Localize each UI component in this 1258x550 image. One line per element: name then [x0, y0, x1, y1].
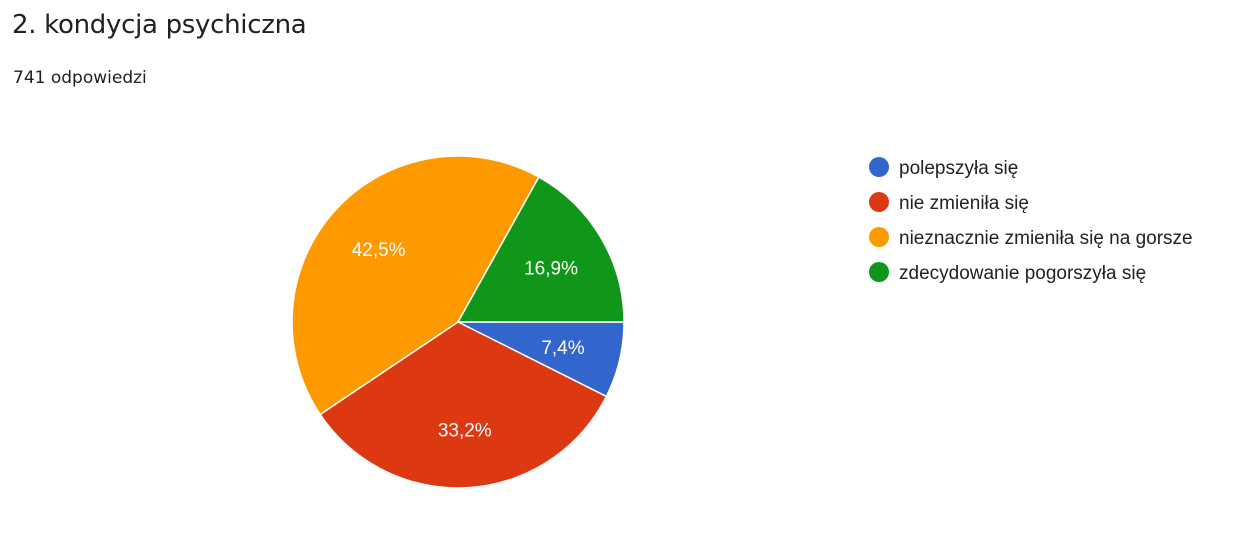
pie-slice[interactable] [319, 321, 608, 489]
legend-marker [869, 157, 889, 177]
slice-label: 7,4% [541, 338, 584, 359]
legend-item[interactable]: polepszyła się [899, 158, 1018, 179]
chart-title: 2. kondycja psychiczna [12, 10, 307, 40]
legend-marker [869, 262, 889, 282]
pie-slice[interactable] [456, 176, 625, 323]
legend-item[interactable]: nieznacznie zmieniła się na gorsze [899, 228, 1193, 249]
slice-label: 33,2% [438, 421, 492, 442]
pie-slice[interactable] [291, 155, 540, 416]
slice-label: 16,9% [524, 258, 578, 279]
slice-label: 42,5% [352, 240, 406, 261]
response-count: 741 odpowiedzi [13, 68, 147, 88]
legend-marker [869, 192, 889, 212]
legend-item[interactable]: nie zmieniła się [899, 193, 1029, 214]
legend-marker [869, 227, 889, 247]
legend-item[interactable]: zdecydowanie pogorszyła się [899, 263, 1146, 284]
